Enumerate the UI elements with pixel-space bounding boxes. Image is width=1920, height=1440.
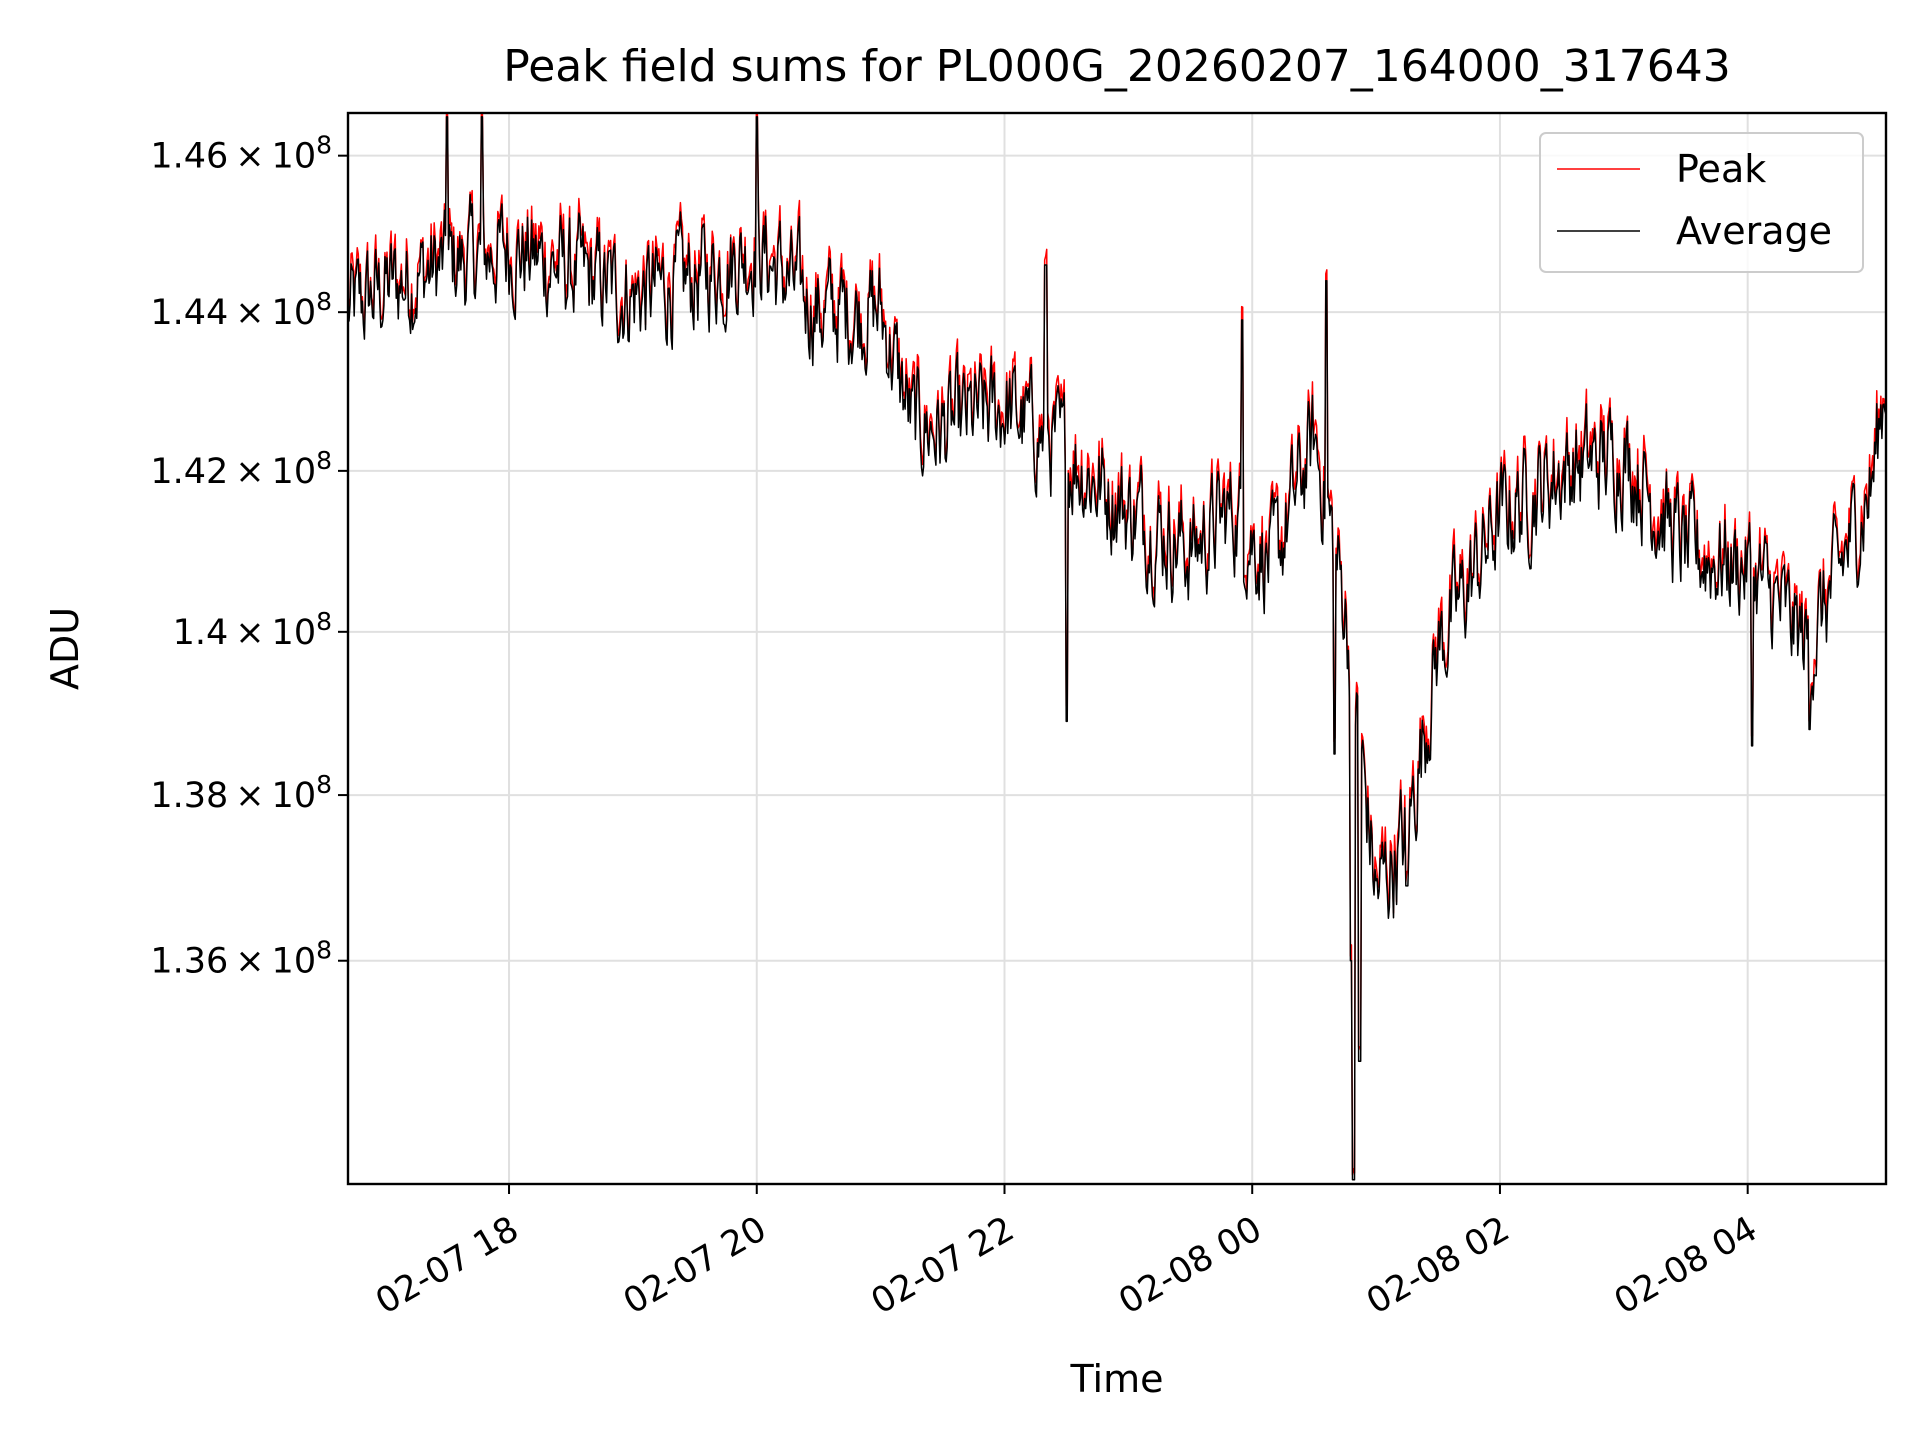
y-tick-label: 1.4 × 108 — [173, 607, 332, 653]
y-tick-label: 1.46 × 108 — [150, 131, 332, 177]
x-axis-label: Time — [1070, 1357, 1164, 1401]
legend: Peak Average — [1539, 132, 1864, 273]
y-tick-label: 1.36 × 108 — [150, 936, 332, 982]
series-group — [347, 113, 1887, 1181]
legend-box — [1539, 132, 1864, 273]
y-tick-label: 1.38 × 108 — [150, 770, 332, 816]
legend-label-peak: Peak — [1676, 147, 1766, 191]
y-tick-label: 1.42 × 108 — [150, 446, 332, 492]
plot-frame — [346, 111, 1888, 1186]
legend-label-average: Average — [1676, 209, 1832, 253]
series-line-average — [347, 116, 1887, 1181]
chart-title: Peak field sums for PL000G_20260207_1640… — [503, 41, 1730, 92]
grid — [348, 113, 1886, 1184]
y-axis-label: ADU — [43, 607, 87, 690]
y-tick-label: 1.44 × 108 — [150, 287, 332, 333]
y-ticks: 1.36 × 108 1.38 × 108 1.4 × 108 1.42 × 108 1… — [150, 131, 348, 982]
